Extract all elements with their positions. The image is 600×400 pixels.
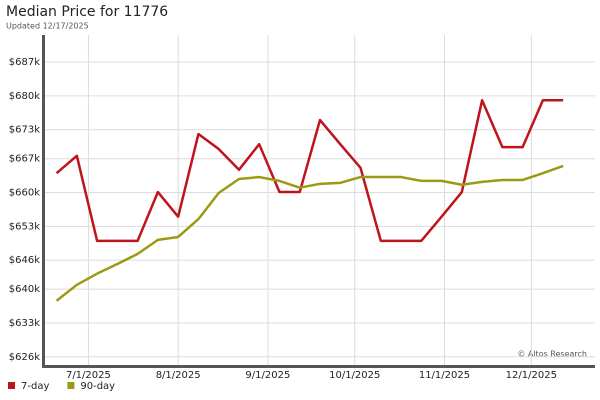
legend-swatch — [8, 382, 15, 389]
legend-label: 7-day — [21, 381, 49, 392]
y-tick-label: $633k — [9, 318, 40, 329]
x-tick-label: 11/1/2025 — [419, 370, 470, 381]
legend-label: 90-day — [80, 381, 115, 392]
y-tick-label: $646k — [9, 255, 40, 266]
plot-area — [45, 35, 595, 365]
y-tick-label: $667k — [9, 154, 40, 165]
watermark: © Altos Research — [517, 350, 587, 359]
chart-subtitle: Updated 12/17/2025 — [6, 22, 89, 31]
y-tick-label: $660k — [9, 188, 40, 199]
x-tick-label: 7/1/2025 — [66, 370, 111, 381]
x-tick-label: 9/1/2025 — [245, 370, 290, 381]
y-tick-label: $640k — [9, 284, 40, 295]
y-tick-label: $680k — [9, 91, 40, 102]
x-axis — [42, 365, 595, 368]
y-tick-label: $626k — [9, 352, 40, 363]
y-tick-label: $673k — [9, 125, 40, 136]
x-tick-label: 8/1/2025 — [156, 370, 201, 381]
legend-swatch — [67, 382, 75, 389]
y-tick-label: $653k — [9, 221, 40, 232]
x-tick-label: 10/1/2025 — [329, 370, 380, 381]
series-line — [55, 164, 564, 302]
x-tick-label: 12/1/2025 — [506, 370, 557, 381]
y-tick-label: $687k — [9, 57, 40, 68]
chart-title: Median Price for 11776 — [6, 4, 168, 20]
series-line — [55, 98, 564, 243]
y-axis — [42, 35, 45, 368]
